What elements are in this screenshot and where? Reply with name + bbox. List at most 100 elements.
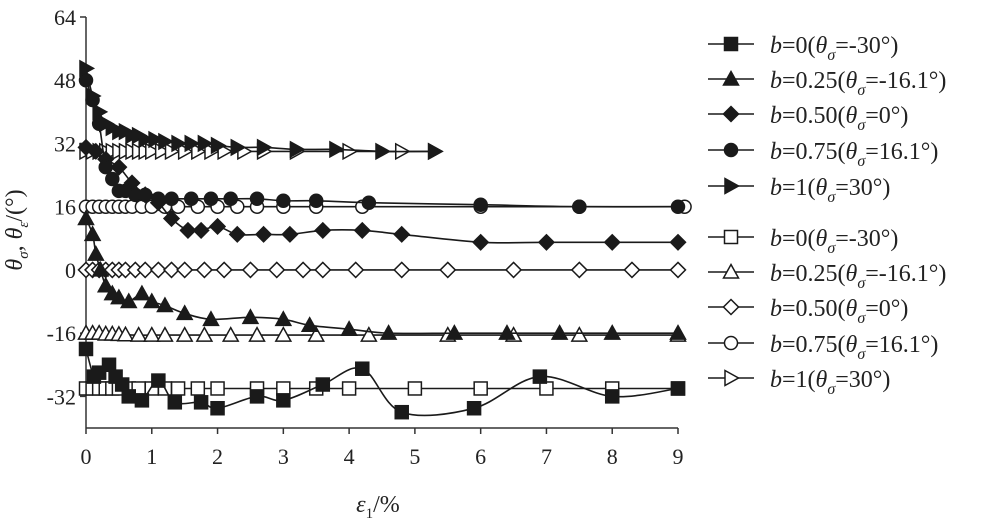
data-point [361,195,377,210]
data-point [195,261,213,279]
data-point [539,381,554,396]
data-point [274,310,293,327]
data-point [603,233,621,251]
data-point [151,373,166,388]
legend-marker [724,177,741,195]
y-tick-label: 0 [65,258,76,283]
data-point [101,357,117,373]
data-point [149,261,167,279]
data-point [98,159,113,175]
y-tick-label: 32 [54,131,76,156]
legend-marker [722,298,740,316]
data-point [133,284,151,301]
legend-item: b=0.50(θσ=0°) [708,103,908,134]
data-point [355,361,370,376]
data-point [670,199,686,214]
legend-label: b=0.75(θσ=16.1°) [770,139,938,170]
x-tick-label: 9 [673,444,684,469]
data-point [151,191,166,207]
data-point [202,310,220,327]
legend-item: b=0(θσ=-30°) [708,226,898,257]
data-point [96,276,115,293]
data-point [375,142,392,161]
data-point [308,193,324,209]
data-point [466,400,482,416]
series-7 [77,261,687,279]
data-point [143,292,161,309]
series-4 [79,59,444,161]
data-point [110,158,128,176]
data-point [110,288,128,305]
data-point [195,326,214,342]
legend-label: b=0.50(θσ=0°) [770,296,908,327]
data-point [603,324,621,340]
x-tick-label: 7 [541,444,552,469]
data-point [255,225,273,243]
axes: 64 48 32 16 0 -16 -32 0 1 2 3 4 5 6 7 8 9 [47,5,684,469]
legend-marker [722,262,740,279]
legend-marker [723,229,739,245]
series-0 [78,341,686,420]
x-tick-label: 0 [81,444,92,469]
data-point [203,191,219,207]
data-point [241,261,260,279]
legend-item: b=1(θσ=30°) [708,367,890,398]
data-point [393,225,411,243]
data-point [121,389,137,404]
data-point [670,381,686,396]
x-tick-label: 6 [475,444,486,469]
data-point [669,233,687,251]
x-tick-label: 3 [278,444,289,469]
data-point [669,261,687,279]
legend-label: b=0.75(θσ=16.1°) [770,332,938,363]
legend-item: b=0.50(θσ=0°) [708,296,908,327]
data-point [85,87,102,105]
data-point [114,377,130,392]
data-point [143,326,161,342]
data-point [176,261,194,279]
legend-marker [723,36,739,52]
data-point [276,193,291,209]
x-tick-label: 4 [344,444,355,469]
data-point [134,393,150,408]
legend-item: b=0.25(θσ=-16.1°) [708,68,946,99]
x-tick-label: 2 [212,444,223,469]
legend-item: b=0.75(θσ=16.1°) [708,139,938,170]
data-point [210,136,227,155]
data-point [183,191,199,207]
legend-item: b=1(θσ=30°) [708,175,890,206]
data-point [445,324,464,340]
data-point [221,326,240,342]
data-point [550,324,569,340]
data-point [192,221,210,239]
y-tick-label: 64 [54,5,76,30]
y-tick-label: 16 [54,195,76,220]
data-point [208,217,227,236]
legend-marker [723,335,739,351]
data-point [329,140,345,159]
data-point [137,187,153,203]
data-point [604,389,620,404]
data-point [347,261,365,279]
data-point [167,395,183,410]
series-1 [77,209,687,340]
data-point [407,381,423,396]
data-point [129,326,148,342]
data-point [572,199,587,214]
legend-label: b=0.50(θσ=0°) [770,103,908,134]
legend-marker [722,105,740,123]
legend-marker [722,69,740,86]
data-point [274,326,293,342]
series-3 [78,72,686,214]
data-point [473,197,488,212]
data-point [162,261,181,279]
data-point [164,191,179,207]
data-point [91,260,110,277]
data-point [314,221,332,239]
data-point [249,191,265,207]
y-axis-label: θσ, θε/(°) [2,189,32,270]
data-point [570,261,588,279]
data-point [532,369,548,384]
data-point [105,171,120,187]
